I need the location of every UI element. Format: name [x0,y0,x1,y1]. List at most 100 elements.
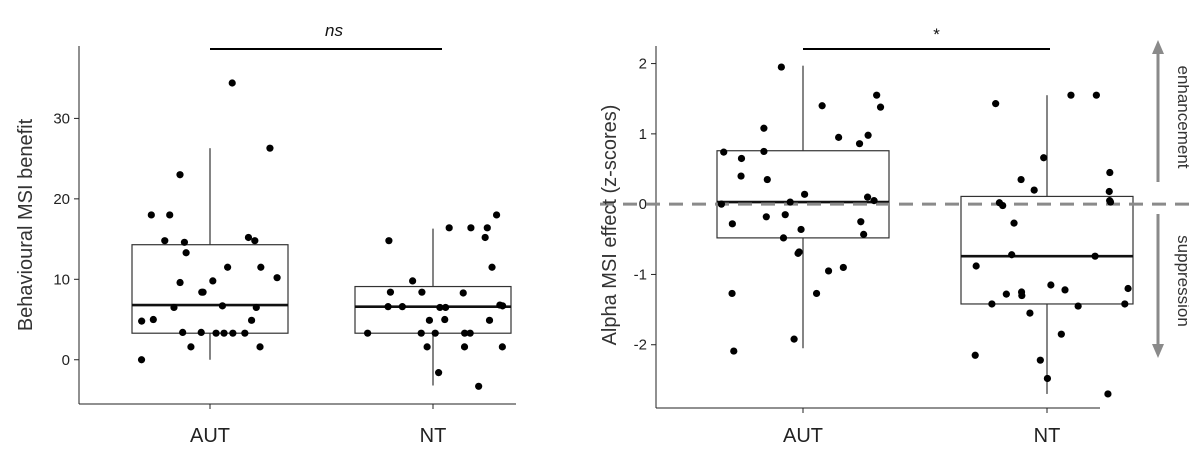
x-category-label: NT [1034,425,1061,447]
significance-label: ns [325,21,343,40]
data-point [161,237,169,245]
data-points [717,63,1132,398]
data-point [760,147,768,156]
suppression-label: suppression [1174,235,1189,327]
data-point [801,190,809,198]
x-category-label: NT [420,425,447,447]
data-point [835,133,843,141]
alpha-msi-chart: -2 -1 0 1 2 AUT NT * Alpha MSI effect (z-scor… [599,25,1189,447]
data-point [475,382,483,390]
data-point [252,303,260,312]
data-point [425,316,434,324]
data-point [1106,168,1114,177]
data-point [818,102,826,110]
data-point [717,200,726,208]
data-point [992,100,1000,108]
data-point [431,329,439,337]
data-point [460,343,469,351]
data-point [1121,300,1129,308]
data-point [138,317,146,325]
data-point [1092,91,1100,99]
data-point [728,289,736,298]
data-point [179,328,187,336]
boxes [131,148,512,386]
y-tick-label: 2 [639,56,647,73]
data-point [1105,187,1113,196]
data-point [266,144,274,152]
data-point [229,329,237,337]
y-tick-label: -2 [634,337,647,354]
data-point [209,277,217,285]
data-point [435,369,443,377]
data-point [860,230,868,238]
data-point [763,175,771,184]
data-point [999,201,1007,210]
data-point [459,289,467,297]
data-point [176,278,184,287]
data-point [166,211,174,219]
data-point [857,218,865,226]
data-point [384,303,392,311]
data-point [730,347,738,355]
data-point [187,343,195,351]
enhancement-label: enhancement [1174,65,1189,168]
data-point [873,91,881,99]
data-point [485,316,494,324]
data-point [1124,284,1132,293]
data-point [244,233,253,242]
data-point [137,356,146,364]
data-point [481,233,489,242]
data-point [198,288,206,296]
data-point [273,274,281,282]
y-axis-label: Behavioural MSI benefit [15,118,37,331]
data-point [728,220,736,228]
x-categories: AUT NT [783,408,1060,447]
data-point [1010,219,1018,227]
data-point [720,148,728,156]
data-point [147,211,155,219]
significance-label: * [933,25,940,44]
data-point [149,315,157,324]
data-point [251,237,259,245]
data-point [417,329,425,337]
data-point [436,303,444,312]
data-point [182,249,190,257]
data-point [498,302,507,310]
boxes [716,65,1134,394]
data-point [870,197,878,205]
data-point [247,316,256,324]
data-point [972,262,980,270]
data-point [256,343,264,351]
data-point [762,213,770,221]
data-point [855,140,864,148]
data-point [418,288,426,296]
data-point [812,289,821,298]
data-point [180,238,189,246]
data-point [241,329,249,337]
data-point [1061,286,1069,294]
y-tick-label: 30 [53,110,70,127]
data-point [779,234,788,242]
data-point [1002,290,1010,298]
data-point [737,154,746,163]
data-point [386,288,395,296]
data-point [257,263,265,271]
data-point [786,198,794,206]
data-point [197,328,205,336]
data-point [498,343,506,351]
x-category-label: AUT [190,425,230,447]
data-point [1043,374,1052,383]
data-point [777,63,785,71]
data-point [224,263,232,271]
data-point [1040,154,1048,162]
data-point [423,343,431,351]
data-point [760,124,768,132]
data-points [137,79,507,390]
data-point [1057,330,1065,338]
box-iqr [716,150,890,239]
y-tick-label: 10 [53,271,70,288]
data-point [864,131,872,139]
data-point [441,315,449,324]
data-point [492,211,501,219]
